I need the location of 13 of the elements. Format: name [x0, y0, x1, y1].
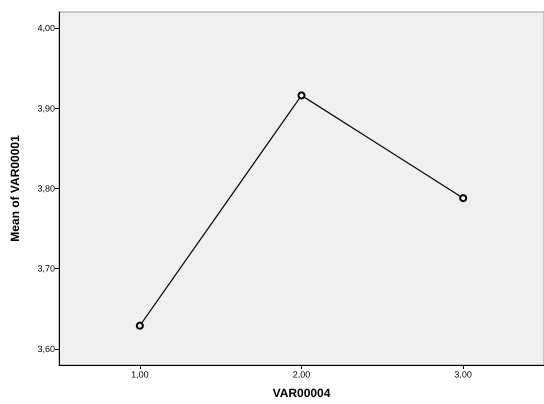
x-tick-label: 3,00 — [454, 370, 472, 380]
point — [136, 322, 144, 330]
y-axis-title: Mean of VAR00001 — [8, 134, 22, 242]
y-tick-label: 3,60 — [37, 344, 55, 354]
point — [459, 194, 468, 202]
y-tick-label: 3,90 — [37, 103, 55, 114]
y-tick-label: 3,70 — [37, 264, 55, 274]
x-tick-label: 2,00 — [292, 370, 310, 380]
y-tick-label: 3,80 — [37, 184, 55, 194]
point — [298, 91, 306, 100]
y-tick-label: 4,00 — [37, 23, 55, 34]
x-axis-title: VAR00004 — [272, 386, 331, 400]
x-tick-label: 1,00 — [131, 370, 149, 380]
